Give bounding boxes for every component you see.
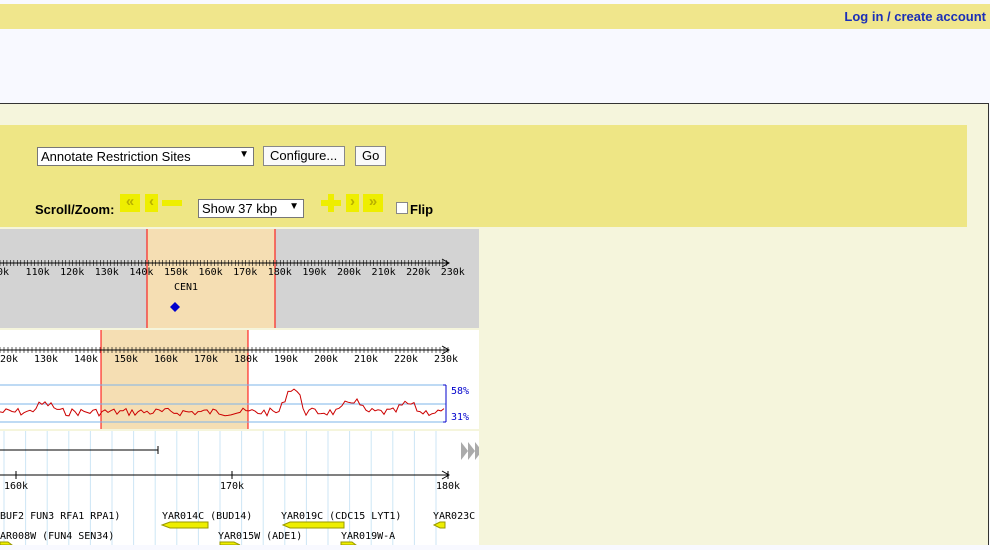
overview-svg: 0k 110k 120k 130k 140k 150k 160k 170k 180k 190k 20… — [0, 229, 465, 328]
region-tick-label: 130k — [34, 354, 58, 365]
gene-label[interactable]: YAR019C (CDC15 LYT1) — [281, 511, 401, 522]
overview-tick-label: 230k — [441, 267, 465, 278]
scroll-right-arrow-icon[interactable] — [461, 442, 468, 460]
detail-tick-label: 170k — [220, 481, 244, 492]
region-ticks: 120k 130k 140k 150k 160k 170k 180k 190k 200k 210k… — [0, 347, 458, 365]
flip-checkbox[interactable] — [396, 202, 408, 214]
axis-arrow-icon — [441, 258, 451, 268]
dropdown-arrow-icon: ▼ — [239, 149, 249, 160]
overview-tick-label: 210k — [372, 267, 396, 278]
overview-tick-label: 160k — [199, 267, 223, 278]
overview-ticks: 0k 110k 120k 130k 140k 150k 160k 170k 180k 190k 20… — [0, 260, 465, 278]
region-tick-label: 230k — [434, 354, 458, 365]
detail-svg: 160k 170k 180k BUF2 FUN3 RFA1 RPA1) YAR0… — [0, 431, 482, 546]
plus-shape — [321, 194, 341, 212]
region-tick-label: 120k — [0, 354, 18, 365]
region-tick-label: 210k — [354, 354, 378, 365]
overview-tick-label: 200k — [337, 267, 361, 278]
detail-tick-label: 180k — [436, 481, 460, 492]
overview-tick-label: 140k — [129, 267, 153, 278]
region-tick-label: 160k — [154, 354, 178, 365]
scroll-right-arrow-icon-3[interactable] — [475, 442, 482, 460]
scroll-left-icon[interactable]: ‹ — [145, 194, 158, 212]
detail-panel: 160k 170k 180k BUF2 FUN3 RFA1 RPA1) YAR0… — [0, 431, 482, 546]
overview-tick-label: 110k — [26, 267, 50, 278]
gene-feature-yar023c[interactable] — [432, 521, 446, 529]
zoom-select[interactable]: Show 37 kbp ▼ — [198, 199, 304, 218]
detail-tick-label: 160k — [4, 481, 28, 492]
region-tick-label: 170k — [194, 354, 218, 365]
region-tick-label: 190k — [274, 354, 298, 365]
overview-tick-label: 130k — [95, 267, 119, 278]
region-tick-label: 200k — [314, 354, 338, 365]
dropdown-arrow-icon: ▼ — [289, 201, 299, 212]
gene-label[interactable]: BUF2 FUN3 RFA1 RPA1) — [0, 511, 120, 522]
scroll-left-far-icon[interactable]: « — [120, 194, 140, 212]
controls-panel — [0, 125, 967, 227]
region-tick-label: 220k — [394, 354, 418, 365]
overview-tick-label: 190k — [302, 267, 326, 278]
scroll-right-far-icon[interactable]: » — [363, 194, 383, 212]
cen1-label: CEN1 — [174, 282, 198, 293]
scroll-zoom-label: Scroll/Zoom: — [35, 202, 115, 217]
gc-low-label: 31% — [451, 412, 469, 423]
overview-panel: 0k 110k 120k 130k 140k 150k 160k 170k 180k 190k 20… — [0, 229, 479, 328]
configure-button[interactable]: Configure... — [263, 146, 345, 166]
scroll-right-icon[interactable]: › — [346, 194, 359, 212]
region-panel: 120k 130k 140k 150k 160k 170k 180k 190k 200k 210k… — [0, 330, 479, 429]
track-select-value: Annotate Restriction Sites — [41, 149, 191, 164]
gc-content-trace — [0, 388, 445, 417]
zoom-out-icon[interactable] — [162, 200, 182, 206]
overview-highlight — [147, 229, 275, 328]
scroll-right-arrow-icon-2[interactable] — [468, 442, 475, 460]
cen1-marker-icon[interactable] — [170, 302, 180, 312]
overview-tick-label: 150k — [164, 267, 188, 278]
gene-label[interactable]: YAR014C (BUD14) — [162, 511, 252, 522]
zoom-in-icon[interactable] — [321, 194, 341, 212]
overview-tick-label: 170k — [233, 267, 257, 278]
gene-feature-yar019c[interactable] — [281, 521, 345, 529]
region-tick-label: 140k — [74, 354, 98, 365]
zoom-select-value: Show 37 kbp — [202, 201, 278, 216]
flip-label: Flip — [410, 202, 434, 217]
overview-tick-label: 180k — [268, 267, 292, 278]
login-link[interactable]: Log in / create account — [844, 9, 986, 24]
gene-feature-yar014c[interactable] — [160, 521, 209, 529]
overview-tick-label: 220k — [406, 267, 430, 278]
gene-label[interactable]: YAR015W (ADE1) — [218, 531, 302, 542]
axis-arrow-icon — [441, 345, 451, 355]
overview-tick-label: 120k — [60, 267, 84, 278]
region-tick-label: 150k — [114, 354, 138, 365]
gene-label[interactable]: AR008W (FUN4 SEN34) — [0, 531, 114, 542]
top-bar: Log in / create account — [0, 4, 990, 29]
track-select[interactable]: Annotate Restriction Sites ▼ — [37, 147, 254, 166]
gene-label[interactable]: YAR023C — [433, 511, 475, 522]
overview-tick-label: 0k — [0, 267, 9, 278]
axis-arrow-icon — [441, 470, 451, 480]
gene-label[interactable]: YAR019W-A — [341, 531, 395, 542]
go-button[interactable]: Go — [355, 146, 386, 166]
region-highlight — [101, 330, 248, 429]
region-tick-label: 180k — [234, 354, 258, 365]
gc-high-label: 58% — [451, 386, 469, 397]
region-svg: 120k 130k 140k 150k 160k 170k 180k 190k 200k 210k… — [0, 330, 469, 429]
